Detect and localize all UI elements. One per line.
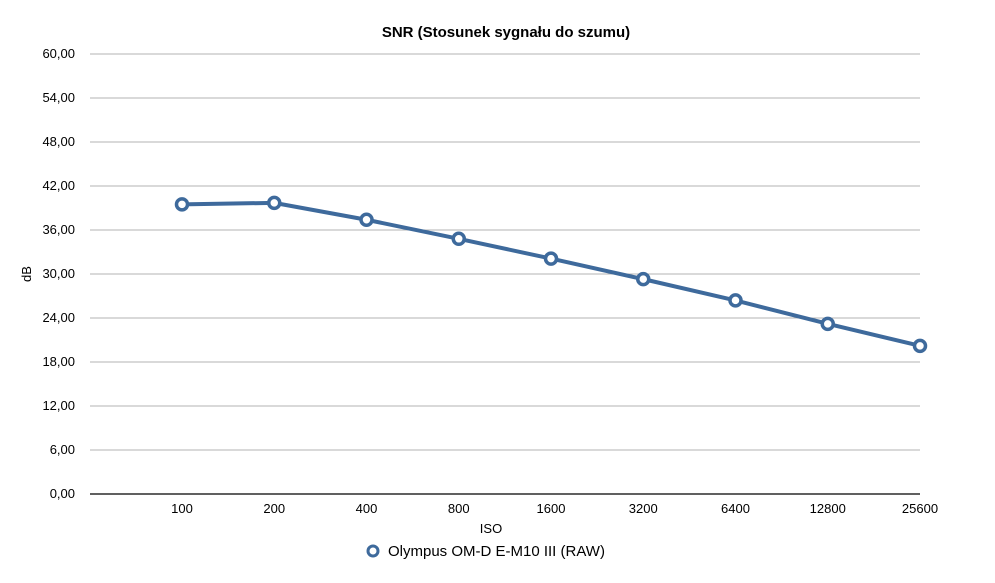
y-tick-label: 54,00 xyxy=(42,90,75,105)
data-point xyxy=(912,338,928,354)
data-point xyxy=(267,195,282,211)
y-axis-label: dB xyxy=(19,266,34,282)
x-tick-labels: 100 200 400 800 1600 3200 6400 12800 25600 xyxy=(171,501,938,516)
gridlines xyxy=(90,53,920,451)
y-tick-label: 24,00 xyxy=(42,310,75,325)
x-tick-label: 400 xyxy=(356,501,378,516)
x-tick-label: 200 xyxy=(263,501,285,516)
y-tick-labels: 0,00 6,00 12,00 18,00 24,00 30,00 36,00 42,00 48… xyxy=(42,46,75,501)
y-tick-label: 60,00 xyxy=(42,46,75,61)
x-tick-label: 12800 xyxy=(810,501,846,516)
x-tick-label: 100 xyxy=(171,501,193,516)
x-tick-label: 1600 xyxy=(537,501,566,516)
y-tick-label: 6,00 xyxy=(50,442,75,457)
y-tick-label: 30,00 xyxy=(42,266,75,281)
series xyxy=(174,195,928,354)
data-point xyxy=(636,271,651,287)
x-tick-label: 6400 xyxy=(721,501,750,516)
data-point xyxy=(174,197,190,212)
data-point xyxy=(451,231,466,247)
y-tick-label: 12,00 xyxy=(42,398,75,413)
data-point xyxy=(359,212,374,227)
legend-label: Olympus OM-D E-M10 III (RAW) xyxy=(388,543,605,560)
x-tick-label: 800 xyxy=(448,501,470,516)
y-tick-label: 42,00 xyxy=(42,178,75,193)
x-tick-label: 25600 xyxy=(902,501,938,516)
chart-title: SNR (Stosunek sygnału do szumu) xyxy=(382,24,630,41)
legend: Olympus OM-D E-M10 III (RAW) xyxy=(366,543,605,560)
y-tick-label: 48,00 xyxy=(42,134,75,149)
data-point xyxy=(543,251,559,266)
legend-marker-icon xyxy=(366,544,380,558)
y-tick-label: 0,00 xyxy=(50,486,75,501)
y-tick-label: 36,00 xyxy=(42,222,75,237)
data-point xyxy=(820,316,835,332)
x-axis-label: ISO xyxy=(480,521,502,536)
data-point xyxy=(728,293,743,308)
x-tick-label: 3200 xyxy=(629,501,658,516)
y-tick-label: 18,00 xyxy=(42,354,75,369)
